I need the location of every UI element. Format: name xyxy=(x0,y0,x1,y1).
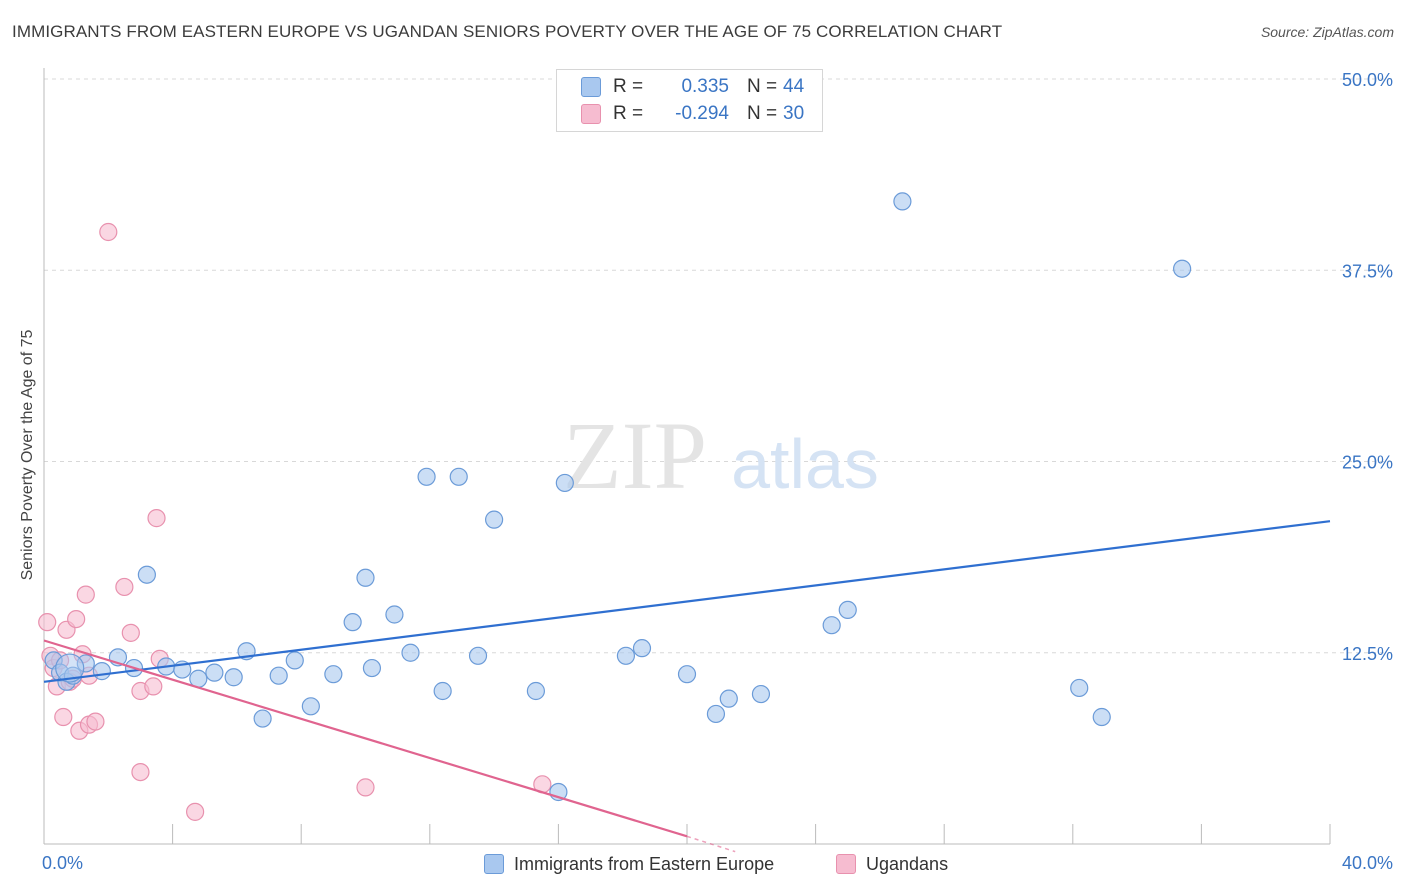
watermark: ZIP atlas xyxy=(563,402,879,509)
legend-n-value: 30 xyxy=(783,103,805,124)
eastern-europe-point xyxy=(632,639,652,658)
ugandans-point xyxy=(76,585,95,604)
eastern-europe-point xyxy=(224,668,243,687)
eastern-europe-point xyxy=(555,473,574,493)
eastern-europe-point xyxy=(449,467,468,486)
eastern-europe-points xyxy=(44,192,1192,802)
ugandans-point xyxy=(115,577,134,597)
eastern-europe-point xyxy=(485,510,504,529)
x-tick-label: 0.0% xyxy=(42,853,83,873)
eastern-europe-point xyxy=(1092,707,1111,727)
legend-row-ugandans: R = -0.294 N = 30 xyxy=(581,102,804,126)
y-tick-label: 25.0% xyxy=(1342,453,1393,473)
correlation-legend: R = 0.335 N = 44 R = -0.294 N = 30 xyxy=(556,69,823,132)
eastern-europe-point xyxy=(205,663,224,682)
legend-n-value: 44 xyxy=(783,76,805,97)
watermark-zip: ZIP xyxy=(563,402,707,509)
eastern-europe-point xyxy=(253,709,272,728)
eastern-europe-trend-line xyxy=(43,520,1331,683)
bottom-legend-swatch-pink xyxy=(836,854,856,874)
eastern-europe-point xyxy=(616,646,636,665)
y-tick-label: 37.5% xyxy=(1342,261,1393,281)
eastern-europe-point xyxy=(324,665,343,684)
eastern-europe-point xyxy=(137,565,156,584)
eastern-europe-point xyxy=(356,568,375,587)
eastern-europe-point xyxy=(269,666,288,685)
bottom-legend-label: Immigrants from Eastern Europe xyxy=(514,853,775,874)
y-tick-label: 12.5% xyxy=(1342,644,1393,664)
ugandans-point xyxy=(356,778,375,797)
eastern-europe-point xyxy=(719,689,738,708)
bottom-legend-label: Ugandans xyxy=(866,853,949,874)
ugandans-trend-line xyxy=(43,639,688,838)
ugandans-point xyxy=(147,509,166,528)
eastern-europe-point xyxy=(362,658,382,678)
legend-r-label: R = xyxy=(613,76,644,97)
ugandans-point xyxy=(144,677,163,696)
eastern-europe-point xyxy=(92,662,111,681)
legend-r-value: 0.335 xyxy=(681,76,729,97)
eastern-europe-point xyxy=(822,616,841,635)
legend-r-value: -0.294 xyxy=(675,103,729,124)
axes xyxy=(43,68,1331,845)
eastern-europe-point xyxy=(401,643,420,662)
bottom-legend-eastern-europe: Immigrants from Eastern Europe xyxy=(484,852,774,876)
tick-labels: 12.5% 25.0% 37.5% 50.0% 0.0% 40.0% xyxy=(42,70,1393,873)
eastern-europe-point xyxy=(417,467,436,486)
eastern-europe-point xyxy=(343,613,362,632)
eastern-europe-point xyxy=(301,697,320,716)
eastern-europe-point xyxy=(893,192,912,211)
eastern-europe-point xyxy=(285,651,304,670)
bottom-legend-ugandans: Ugandans xyxy=(836,852,948,876)
legend-row-eastern-europe: R = 0.335 N = 44 xyxy=(581,75,804,99)
grid-lines xyxy=(44,78,1395,654)
ugandans-points xyxy=(38,222,552,821)
trend-lines xyxy=(43,520,1331,853)
eastern-europe-point xyxy=(1070,678,1089,698)
ugandans-trend-extension xyxy=(686,835,736,853)
eastern-europe-point xyxy=(706,704,726,724)
x-tick-label: 40.0% xyxy=(1342,853,1393,873)
ugandans-point xyxy=(121,623,140,642)
legend-r-label: R = xyxy=(613,103,644,124)
eastern-europe-point xyxy=(433,681,452,701)
source-attribution: Source: ZipAtlas.com xyxy=(1260,24,1394,40)
bottom-legend-swatch-blue xyxy=(484,854,504,874)
legend-n-label: N = xyxy=(747,103,778,124)
chart-title: IMMIGRANTS FROM EASTERN EUROPE VS UGANDA… xyxy=(12,22,1003,41)
eastern-europe-point xyxy=(468,646,488,665)
ugandans-point xyxy=(38,613,57,632)
eastern-europe-point xyxy=(751,684,771,704)
y-tick-label: 50.0% xyxy=(1342,70,1393,90)
ugandans-point xyxy=(67,609,86,629)
eastern-europe-point xyxy=(526,681,545,701)
ugandans-point xyxy=(131,762,150,782)
eastern-europe-point xyxy=(1173,259,1192,278)
eastern-europe-point xyxy=(385,605,404,624)
eastern-europe-point xyxy=(55,653,85,683)
legend-n-label: N = xyxy=(747,76,778,97)
eastern-europe-point xyxy=(838,600,857,620)
ugandans-point xyxy=(86,712,105,731)
watermark-atlas: atlas xyxy=(731,425,879,503)
legend-swatch-pink xyxy=(581,104,601,124)
ugandans-point xyxy=(54,707,73,727)
eastern-europe-point xyxy=(677,665,697,684)
ugandans-point xyxy=(186,802,205,821)
legend-swatch-blue xyxy=(581,77,601,97)
ugandans-point xyxy=(99,222,118,242)
